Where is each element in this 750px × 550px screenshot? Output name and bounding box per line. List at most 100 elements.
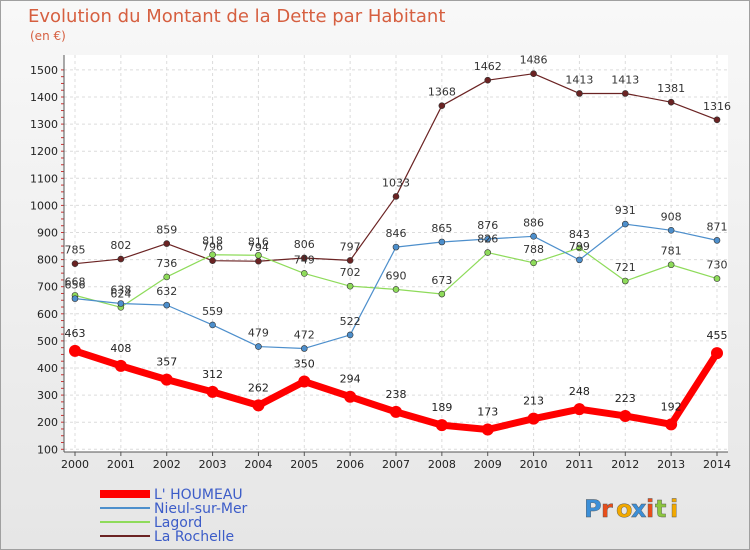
data-label: 656: [65, 279, 86, 292]
data-point: [711, 347, 723, 360]
data-label: 1316: [703, 100, 731, 113]
y-tick-label: 500: [37, 335, 58, 348]
data-label: 479: [248, 327, 269, 340]
x-tick-label: 2010: [520, 458, 548, 471]
data-point: [667, 98, 675, 106]
x-tick-label: 2007: [382, 458, 410, 471]
data-labels: 785 802 859 796 794 806 797 1033 1368 1462 1486 141…: [65, 54, 732, 419]
data-point: [300, 270, 308, 277]
data-point: [71, 295, 79, 302]
data-point: [621, 277, 629, 285]
data-label: 796: [202, 241, 223, 254]
y-tick-label: 1400: [30, 91, 58, 104]
data-point: [255, 257, 262, 265]
data-point: [300, 345, 308, 352]
data-label: 223: [615, 392, 636, 405]
data-point: [481, 423, 494, 436]
data-point: [392, 286, 400, 293]
x-tick-label: 2011: [565, 458, 593, 471]
x-tick-label: 2004: [244, 458, 272, 471]
data-label: 357: [156, 356, 177, 369]
data-point: [527, 412, 540, 425]
data-label: 294: [340, 373, 361, 386]
series-group: [69, 70, 723, 436]
data-label: 730: [707, 259, 728, 272]
data-point: [163, 273, 171, 281]
y-tick-label: 400: [37, 362, 58, 375]
data-point: [346, 282, 354, 290]
y-tick-label: 900: [37, 226, 58, 239]
logo-letter: r: [601, 495, 613, 523]
data-label: 802: [110, 239, 131, 252]
data-label: 931: [615, 204, 636, 217]
data-point: [438, 290, 446, 298]
data-label: 1462: [474, 60, 502, 73]
axes: [61, 55, 728, 456]
data-point: [484, 76, 492, 84]
data-label: 673: [431, 274, 452, 287]
x-tick-label: 2000: [61, 458, 89, 471]
logo-letter: t: [655, 495, 666, 523]
data-point: [390, 405, 402, 418]
data-point: [576, 90, 583, 97]
data-point: [438, 102, 446, 109]
y-axis-ticks: 100 200 300 400 500 600 700 800 900 1000 1100 1200 1…: [30, 64, 58, 456]
y-tick-label: 1000: [30, 199, 58, 212]
y-tick-label: 200: [37, 416, 58, 429]
x-tick-label: 2009: [474, 458, 502, 471]
data-point: [206, 385, 219, 398]
data-label: 408: [110, 342, 131, 355]
data-point: [484, 249, 492, 256]
data-point: [160, 373, 173, 386]
data-point: [392, 243, 400, 251]
x-tick-label: 2008: [428, 458, 456, 471]
logo-letter: P: [584, 495, 602, 523]
data-label: 1486: [520, 54, 548, 67]
x-axis-ticks: 2000 2001 2002 2003 2004 2005 2006 2007 2008 2009…: [61, 458, 731, 471]
data-label: 788: [523, 243, 544, 256]
data-point: [163, 240, 171, 247]
data-label: 806: [294, 238, 315, 251]
data-point: [114, 359, 127, 372]
data-point: [392, 193, 400, 200]
data-point: [667, 261, 675, 269]
chart-title: Evolution du Montant de la Dette par Hab…: [28, 6, 445, 27]
data-point: [530, 70, 537, 77]
legend-label: L' HOUMEAU: [154, 487, 243, 503]
data-point: [69, 344, 81, 357]
data-point: [435, 419, 448, 432]
data-point: [255, 251, 262, 259]
legend-label: Nieul-sur-Mer: [154, 501, 248, 517]
data-point: [252, 399, 265, 412]
x-tick-label: 2002: [153, 458, 181, 471]
data-label: 472: [294, 328, 315, 341]
data-label: 455: [707, 329, 728, 342]
data-point: [667, 227, 675, 234]
logo-letter: o: [616, 495, 633, 523]
data-point: [619, 409, 632, 422]
data-point: [530, 232, 537, 240]
data-label: 908: [661, 210, 682, 223]
data-label: 721: [615, 261, 636, 274]
data-point: [713, 275, 721, 282]
legend-label: Lagord: [154, 515, 202, 531]
data-label: 818: [202, 235, 223, 248]
y-tick-label: 300: [37, 389, 58, 402]
data-point: [713, 116, 721, 124]
data-point: [530, 259, 537, 267]
data-label: 797: [340, 240, 361, 253]
y-tick-label: 100: [37, 443, 58, 456]
data-point: [573, 403, 586, 416]
data-point: [209, 321, 216, 329]
data-label: 1381: [657, 82, 685, 95]
data-label: 522: [340, 315, 361, 328]
data-point: [346, 257, 354, 264]
data-point: [298, 375, 311, 388]
data-point: [346, 331, 354, 339]
data-point: [300, 254, 308, 262]
data-label: 799: [569, 240, 590, 253]
y-tick-label: 800: [37, 254, 58, 267]
